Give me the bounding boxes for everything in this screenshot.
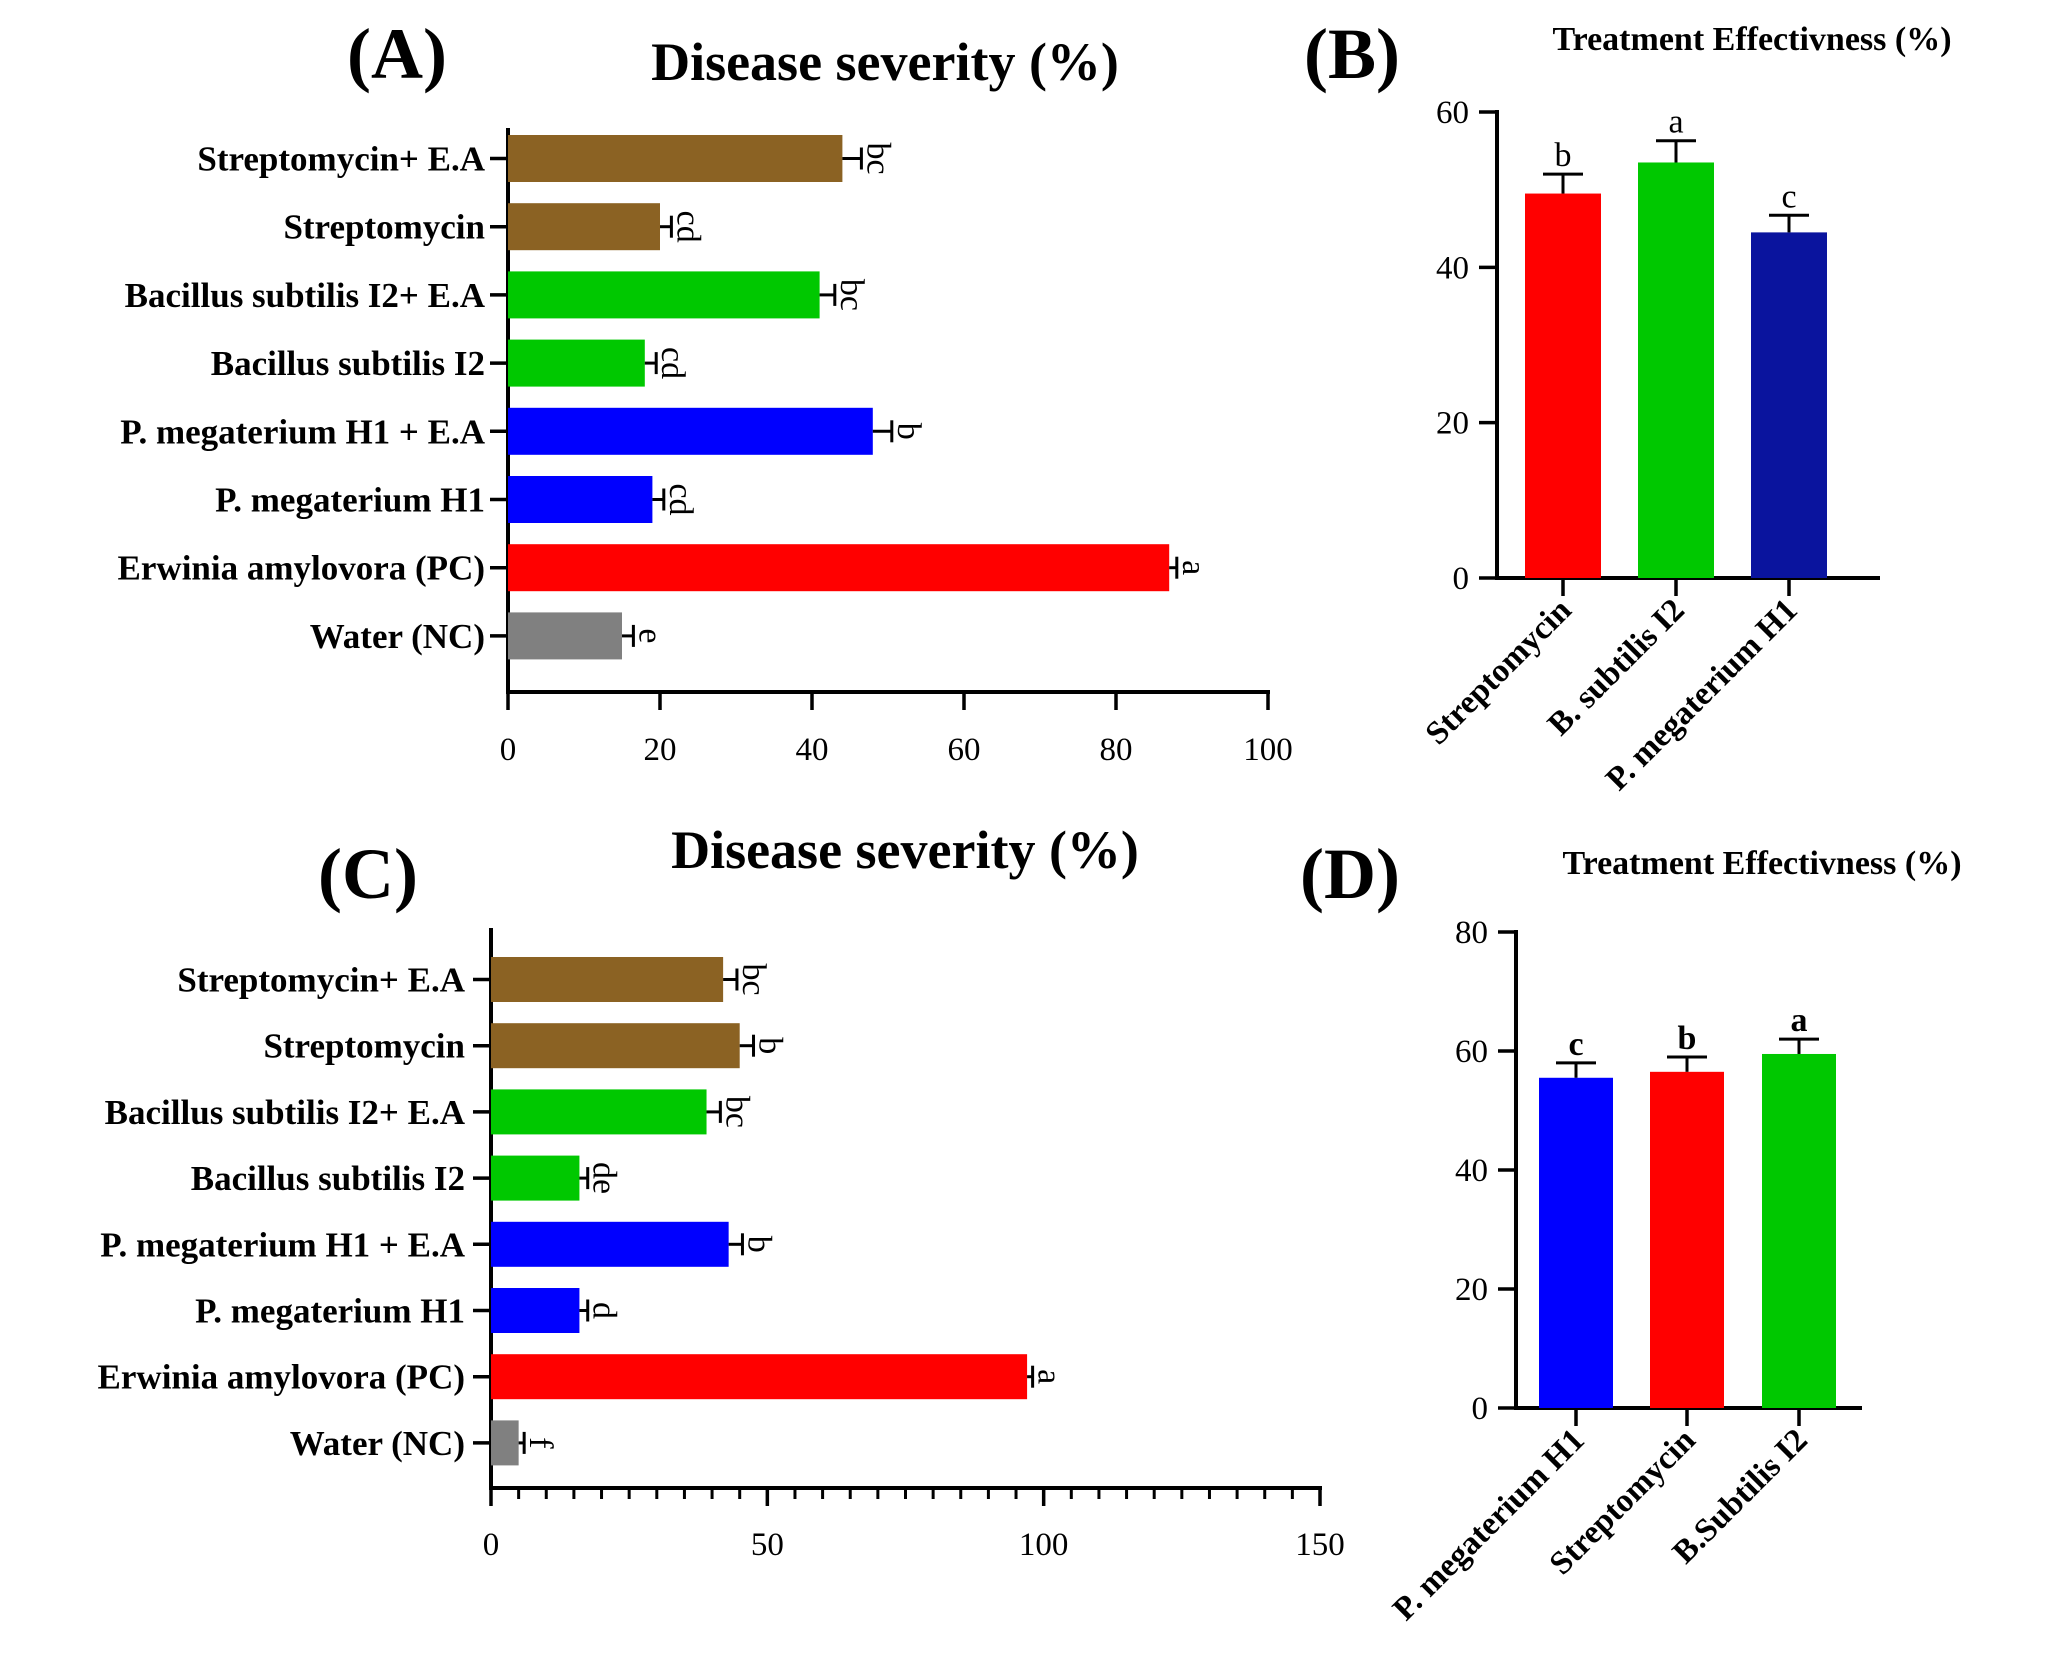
significance-letter: a: [1175, 560, 1212, 575]
panel-label: (D): [1300, 834, 1400, 914]
y-tick-label: 40: [1455, 1153, 1488, 1189]
panel-label: (C): [318, 834, 418, 914]
bar: [491, 1354, 1028, 1400]
category-label: Erwinia amylovora (PC): [118, 549, 485, 588]
chart-panel-a: (A) Disease severity (%) 0 20 40 60 80 100 Strep…: [118, 14, 1293, 768]
x-tick-label: 150: [1295, 1527, 1345, 1563]
significance-letter: bc: [859, 142, 896, 174]
significance-letter: b: [740, 1236, 777, 1253]
y-tick-label: 60: [1455, 1034, 1488, 1070]
x-tick-label: 100: [1243, 732, 1293, 768]
y-tick-label: 20: [1455, 1272, 1488, 1308]
chart-title: Disease severity (%): [651, 32, 1119, 92]
bar: [508, 271, 820, 319]
bar: [1751, 232, 1827, 578]
panel-label: (B): [1304, 14, 1400, 94]
category-label: P. megaterium H1: [195, 1292, 465, 1331]
bar: [491, 957, 724, 1002]
significance-letter: a: [1031, 1369, 1068, 1384]
significance-letter: bc: [735, 963, 772, 995]
y-tick-label: 80: [1455, 915, 1488, 951]
category-label: Bacillus subtilis I2: [211, 344, 485, 383]
category-label: P. megaterium H1: [1599, 592, 1804, 797]
category-label: Streptomycin+ E.A: [197, 140, 485, 179]
significance-letter: c: [1781, 178, 1796, 215]
bar: [491, 1420, 519, 1466]
category-label: Streptomycin: [283, 208, 485, 247]
significance-letter: f: [522, 1437, 559, 1449]
category-label: Water (NC): [290, 1424, 465, 1463]
category-label: Bacillus subtilis I2+ E.A: [125, 276, 486, 315]
significance-letter: b: [1678, 1020, 1697, 1057]
category-label: P. megaterium H1: [1386, 1422, 1591, 1627]
significance-letter: de: [586, 1162, 623, 1194]
category-label: P. megaterium H1 + E.A: [120, 412, 485, 451]
significance-letter: cd: [662, 483, 699, 515]
x-tick-label: 80: [1100, 732, 1133, 768]
bar: [1762, 1053, 1836, 1408]
bar: [508, 339, 645, 387]
significance-letter: cd: [654, 347, 691, 379]
bar: [491, 1288, 580, 1333]
significance-letter: b: [1555, 137, 1572, 174]
x-tick-label: 0: [500, 732, 517, 768]
significance-letter: c: [1568, 1026, 1583, 1063]
chart-title: Treatment Effectivness (%): [1562, 845, 1961, 882]
y-tick-label: 0: [1453, 561, 1470, 597]
category-label: Streptomycin+ E.A: [177, 961, 465, 1000]
bar: [491, 1155, 580, 1201]
category-label: Bacillus subtilis I2+ E.A: [105, 1093, 466, 1132]
x-tick-label: 0: [483, 1527, 500, 1563]
bar: [508, 544, 1170, 592]
bar: [1650, 1071, 1724, 1408]
bar: [508, 407, 873, 455]
category-label: Streptomycin: [263, 1027, 465, 1066]
chart-panel-d: (D) Treatment Effectivness (%) 0 20 40 60 80 c P…: [1300, 834, 1962, 1628]
x-tick-label: 100: [1019, 1527, 1069, 1563]
y-tick-label: 20: [1436, 406, 1469, 442]
category-label: Bacillus subtilis I2: [191, 1159, 465, 1198]
significance-letter: e: [631, 628, 668, 643]
category-label: Water (NC): [310, 617, 485, 656]
chart-panel-b: (B) Treatment Effectivness (%)0204060bStr…: [1304, 14, 1952, 798]
significance-letter: a: [1668, 104, 1683, 141]
bar: [1539, 1077, 1613, 1408]
y-tick-label: 60: [1436, 95, 1469, 131]
x-tick-label: 40: [796, 732, 829, 768]
y-tick-label: 40: [1436, 250, 1469, 286]
chart-panel-c: (C) Disease severity (%) 0 50 100 150 Streptom…: [98, 820, 1345, 1563]
category-label: P. megaterium H1 + E.A: [100, 1225, 465, 1264]
category-label: P. megaterium H1: [215, 481, 485, 520]
significance-letter: a: [1791, 1002, 1808, 1039]
bar: [508, 612, 622, 660]
bar: [491, 1089, 707, 1135]
chart-title: Treatment Effectivness (%): [1552, 21, 1951, 58]
significance-letter: cd: [669, 211, 706, 243]
panel-label: (A): [347, 14, 447, 94]
chart-title: Disease severity (%): [671, 820, 1139, 880]
bar: [491, 1023, 740, 1069]
significance-letter: d: [586, 1302, 623, 1319]
bar: [1638, 162, 1714, 578]
bar: [508, 135, 843, 182]
bar: [508, 476, 653, 523]
x-tick-label: 50: [751, 1527, 784, 1563]
significance-letter: bc: [833, 279, 870, 311]
bar: [508, 203, 660, 251]
bar: [491, 1221, 729, 1267]
significance-letter: b: [752, 1037, 789, 1054]
x-tick-label: 60: [948, 732, 981, 768]
significance-letter: bc: [718, 1096, 755, 1128]
bar: [1525, 193, 1601, 579]
significance-letter: b: [890, 423, 927, 440]
x-tick-label: 20: [644, 732, 677, 768]
y-tick-label: 0: [1472, 1391, 1489, 1427]
category-label: Erwinia amylovora (PC): [98, 1358, 465, 1397]
